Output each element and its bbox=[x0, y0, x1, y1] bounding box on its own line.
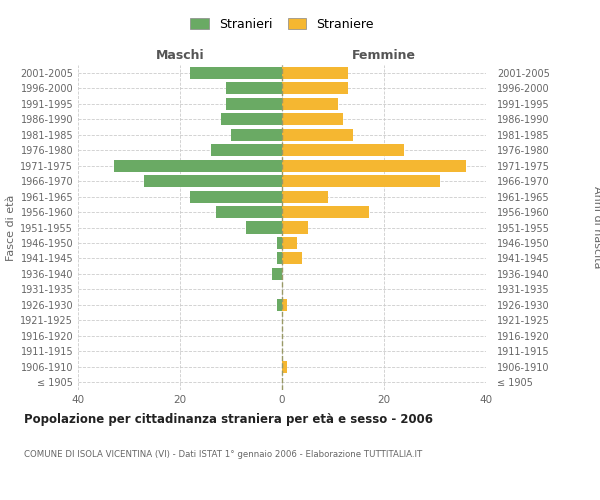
Y-axis label: Fasce di età: Fasce di età bbox=[6, 194, 16, 260]
Bar bbox=[226, 82, 282, 94]
Bar bbox=[282, 160, 466, 172]
Bar bbox=[282, 222, 308, 234]
Bar bbox=[282, 299, 287, 311]
Bar bbox=[211, 144, 282, 156]
Bar bbox=[282, 66, 348, 79]
Bar bbox=[282, 252, 302, 264]
Bar bbox=[231, 128, 282, 140]
Text: Anni di nascita: Anni di nascita bbox=[592, 186, 600, 269]
Text: Femmine: Femmine bbox=[352, 49, 416, 62]
Bar bbox=[282, 128, 353, 140]
Bar bbox=[282, 361, 287, 373]
Bar bbox=[246, 222, 282, 234]
Bar bbox=[282, 237, 298, 249]
Bar bbox=[272, 268, 282, 280]
Bar bbox=[277, 299, 282, 311]
Bar bbox=[282, 175, 440, 187]
Bar bbox=[190, 190, 282, 202]
Bar bbox=[277, 252, 282, 264]
Bar bbox=[221, 113, 282, 125]
Bar bbox=[216, 206, 282, 218]
Text: Popolazione per cittadinanza straniera per età e sesso - 2006: Popolazione per cittadinanza straniera p… bbox=[24, 412, 433, 426]
Bar bbox=[282, 144, 404, 156]
Text: COMUNE DI ISOLA VICENTINA (VI) - Dati ISTAT 1° gennaio 2006 - Elaborazione TUTTI: COMUNE DI ISOLA VICENTINA (VI) - Dati IS… bbox=[24, 450, 422, 459]
Bar bbox=[282, 82, 348, 94]
Bar bbox=[277, 237, 282, 249]
Bar bbox=[113, 160, 282, 172]
Legend: Stranieri, Straniere: Stranieri, Straniere bbox=[187, 14, 377, 34]
Bar bbox=[282, 206, 369, 218]
Bar bbox=[226, 98, 282, 110]
Bar bbox=[282, 113, 343, 125]
Bar bbox=[282, 190, 328, 202]
Bar bbox=[190, 66, 282, 79]
Text: Maschi: Maschi bbox=[155, 49, 205, 62]
Bar bbox=[144, 175, 282, 187]
Bar bbox=[282, 98, 338, 110]
